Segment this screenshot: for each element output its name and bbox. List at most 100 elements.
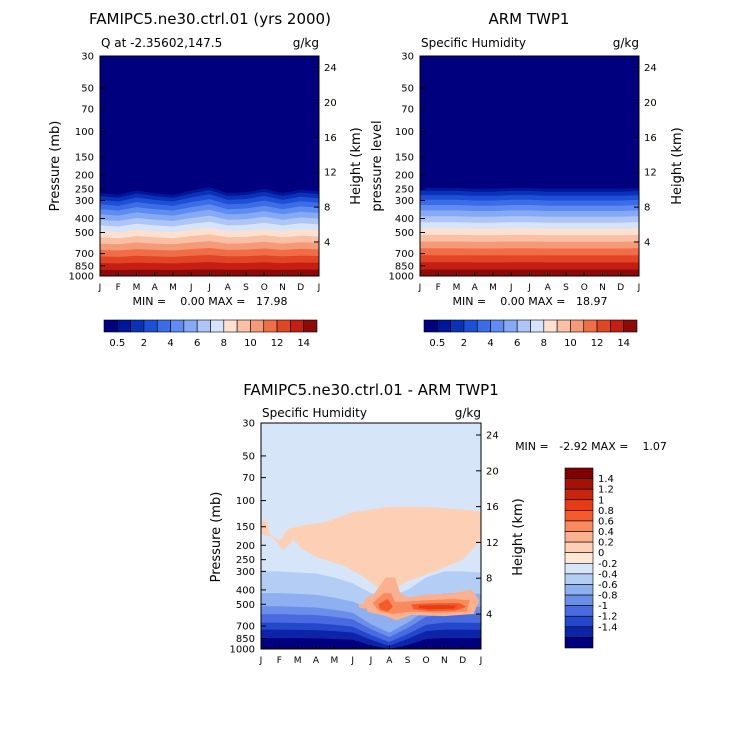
colorbar-label: -0.8 <box>598 591 618 602</box>
x-tick-label: D <box>297 283 304 293</box>
y-tick-label: 250 <box>75 185 94 196</box>
colorbar-swatch <box>623 319 638 333</box>
colorbar-label: 0.5 <box>429 338 445 349</box>
colorbar-label: 0.5 <box>109 338 125 349</box>
x-tick-label: J <box>350 656 354 666</box>
x-tick-label: O <box>422 656 429 666</box>
y-tick-label: 100 <box>395 127 414 138</box>
colorbar-label: 0.6 <box>598 516 614 527</box>
colorbar-swatch <box>156 319 171 333</box>
colorbar-swatch <box>564 626 594 638</box>
y-tick-label: 30 <box>81 52 94 63</box>
colorbar-swatch <box>564 584 594 596</box>
y-tick-label: 150 <box>236 522 255 533</box>
colorbar-swatch <box>516 319 531 333</box>
colorbar-swatch <box>530 319 545 333</box>
y-tick-label: 850 <box>236 634 255 645</box>
plot-area <box>420 56 639 276</box>
colorbar-swatch <box>596 319 611 333</box>
y2-tick-label: 8 <box>324 203 330 214</box>
y-tick-label: 200 <box>395 171 414 182</box>
y2-tick-label: 20 <box>644 98 657 109</box>
x-tick-label: J <box>317 283 321 293</box>
colorbar-swatch <box>543 319 558 333</box>
colorbar-swatch <box>564 594 594 606</box>
x-tick-label: J <box>369 656 373 666</box>
y2-tick-label: 8 <box>486 574 492 585</box>
y-tick-label: 70 <box>81 105 94 116</box>
y-tick-label: 50 <box>401 84 414 95</box>
diff-contour <box>358 603 373 609</box>
colorbar-swatch <box>583 319 598 333</box>
colorbar-swatch <box>130 319 145 333</box>
x-tick-label: F <box>277 656 282 666</box>
panel-title: ARM TWP1 <box>489 10 570 28</box>
x-tick-label: F <box>116 283 121 293</box>
colorbar-label: -0.2 <box>598 559 618 570</box>
colorbar-label: 1 <box>598 495 604 506</box>
panel-subtitle: Specific Humidity <box>262 406 367 420</box>
panel-title: FAMIPC5.ne30.ctrl.01 - ARM TWP1 <box>243 381 499 399</box>
y2-tick-label: 24 <box>644 63 657 74</box>
y2-tick-label: 20 <box>486 466 499 477</box>
colorbar-label: 4 <box>167 338 173 349</box>
colorbar-swatch <box>263 319 278 333</box>
y-tick-label: 200 <box>236 541 255 552</box>
y-tick-label: 400 <box>75 214 94 225</box>
y-tick-label: 300 <box>75 196 94 207</box>
colorbar-label: 1.4 <box>598 474 614 485</box>
x-tick-label: J <box>479 656 483 666</box>
y-tick-label: 500 <box>395 228 414 239</box>
y2-tick-label: 20 <box>324 98 337 109</box>
y2-tick-label: 4 <box>324 237 330 248</box>
colorbar-swatch <box>610 319 624 333</box>
x-tick-label: M <box>294 656 302 666</box>
x-tick-label: A <box>313 656 320 666</box>
y2-tick-label: 4 <box>644 237 650 248</box>
y-tick-label: 700 <box>236 622 255 633</box>
y-tick-label: 1000 <box>389 272 414 283</box>
colorbar-swatch <box>564 573 594 585</box>
x-tick-label: A <box>545 283 552 293</box>
y-tick-label: 200 <box>75 171 94 182</box>
colorbar-label: 1.2 <box>598 485 614 496</box>
colorbar-label: 4 <box>487 338 493 349</box>
colorbar-swatch <box>564 541 594 554</box>
y-tick-label: 850 <box>75 261 94 272</box>
colorbar-swatch <box>117 319 131 333</box>
y-tick-label: 150 <box>75 152 94 163</box>
x-tick-label: N <box>441 656 448 666</box>
colorbar-label: -1 <box>598 601 608 612</box>
colorbar-swatch <box>103 319 118 333</box>
y-tick-label: 300 <box>395 196 414 207</box>
colorbar-label: -0.4 <box>598 569 618 580</box>
y-tick-label: 50 <box>81 84 94 95</box>
colorbar-swatch <box>564 488 594 501</box>
y-tick-label: 70 <box>242 473 255 484</box>
colorbar-label: 6 <box>514 338 520 349</box>
x-tick-label: J <box>189 283 193 293</box>
colorbar-swatch <box>236 319 251 333</box>
x-tick-label: M <box>489 283 497 293</box>
y2-tick-label: 16 <box>324 133 337 144</box>
y-tick-label: 700 <box>395 249 414 260</box>
y2-tick-label: 16 <box>486 502 499 513</box>
colorbar-swatch <box>250 319 265 333</box>
colorbar-label: 8 <box>221 338 227 349</box>
stats-text: MIN = -2.92 MAX = 1.07 <box>515 440 667 453</box>
x-tick-label: J <box>207 283 211 293</box>
y-axis-label: pressure level <box>370 120 385 211</box>
diff-contour <box>418 605 458 610</box>
colorbar-label: 0 <box>598 548 604 559</box>
x-tick-label: J <box>527 283 531 293</box>
colorbar-swatch <box>143 319 158 333</box>
x-tick-label: M <box>169 283 177 293</box>
x-tick-label: S <box>243 283 249 293</box>
diff-contour <box>261 506 481 594</box>
colorbar: 0.5 2 4 6 8 10 12 14 <box>423 319 638 349</box>
colorbar-swatch <box>210 319 225 333</box>
panel-model: FAMIPC5.ne30.ctrl.01 (yrs 2000) Q at -2.… <box>48 10 364 308</box>
y-tick-label: 100 <box>236 496 255 507</box>
y2-axis-label: Height (km) <box>670 127 685 204</box>
